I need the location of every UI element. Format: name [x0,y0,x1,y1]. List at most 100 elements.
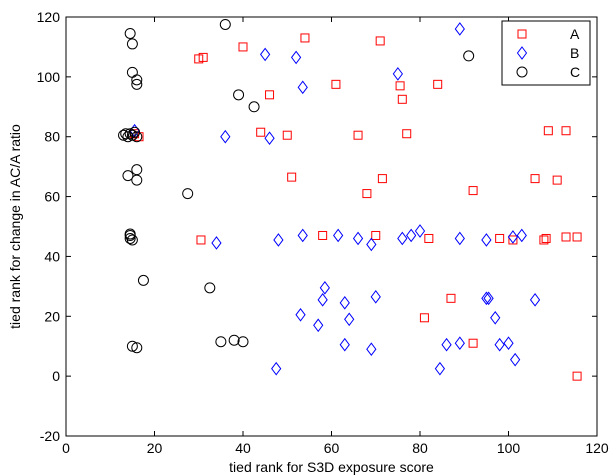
data-point-A [468,186,478,196]
data-point-A [572,371,582,381]
x-tick-label: 100 [497,440,521,456]
data-point-A [375,36,385,46]
x-tick-label: 80 [412,440,428,456]
data-point-B [295,307,306,322]
data-point-B [507,230,519,244]
data-point-B [434,361,446,376]
x-tick-label: 40 [235,440,251,456]
data-point-B [494,337,505,352]
data-point-B [529,292,541,307]
legend-marker-A [517,29,527,39]
x-tick-label: 0 [62,440,70,456]
data-point-A [543,126,553,136]
data-point-A [318,230,328,240]
legend: ABC [501,20,591,86]
data-point-A [265,90,275,100]
data-point-A [561,232,571,242]
data-point-B [441,337,452,352]
y-tick-label: 40 [44,248,60,264]
data-point-C [122,170,134,182]
data-point-C [131,174,143,186]
legend-label-A: A [570,26,580,42]
data-point-C [204,282,216,294]
data-point-B [397,231,408,246]
y-tick-label: 0 [52,368,60,384]
data-point-B [481,291,492,306]
data-point-A [572,232,582,242]
data-point-B [339,295,350,310]
y-tick-label: -20 [40,428,60,444]
data-point-A [508,235,518,245]
series-A [130,33,582,381]
data-point-A [530,174,540,184]
data-point-B [392,67,403,81]
data-point-A [468,338,478,348]
x-tick-label: 60 [324,440,340,456]
data-point-B [352,231,364,246]
data-point-B [264,131,275,146]
legend-marker-C [516,66,528,78]
data-point-B [319,281,330,295]
x-tick-label: 120 [585,440,609,456]
data-point-B [510,352,521,367]
data-point-C [237,336,249,348]
y-axis-label: tied rank for change in AC/A ratio [7,124,23,329]
data-points [118,18,582,381]
data-point-C [131,164,143,176]
data-point-B [366,342,377,357]
data-point-A [256,127,266,137]
data-point-A [541,233,551,243]
data-point-A [287,172,297,182]
data-point-B [344,312,355,327]
y-tick-label: 60 [44,189,60,205]
data-point-B [260,47,271,62]
data-point-A [362,189,372,199]
data-point-C [182,188,194,200]
data-point-B [339,337,350,352]
data-point-C [463,50,475,62]
data-point-C [228,334,240,346]
data-point-C [124,229,136,241]
data-point-A [395,81,405,91]
legend-marker-B [516,46,528,60]
data-point-A [198,52,208,62]
data-point-A [495,233,505,243]
data-point-B [211,236,222,250]
data-point-A [433,79,443,89]
data-point-C [124,232,136,244]
legend-label-B: B [570,45,579,61]
data-point-B [273,233,284,247]
data-point-B [290,50,302,65]
data-point-B [483,291,494,306]
data-point-C [215,336,227,348]
data-point-C [233,89,245,101]
data-point-B [333,228,344,243]
data-point-B [414,224,426,238]
data-point-A [353,130,363,140]
data-point-A [424,233,434,243]
data-point-A [377,174,387,184]
data-point-B [366,237,377,252]
data-point-C [131,131,143,143]
data-point-B [454,22,465,36]
data-point-A [196,235,206,245]
data-point-C [126,129,138,141]
data-point-C [120,128,132,140]
data-point-B [220,129,231,144]
data-point-B [297,80,308,95]
y-tick-label: 120 [37,9,61,25]
data-point-C [126,38,138,50]
data-point-C [131,342,143,354]
data-point-A [402,129,412,139]
data-point-C [118,129,130,141]
data-point-A [282,130,292,140]
data-point-C [126,340,138,352]
data-point-C [248,101,260,113]
x-tick-label: 20 [147,440,163,456]
data-point-C [219,18,231,30]
data-point-B [406,228,417,243]
y-tick-label: 100 [37,69,61,85]
y-tick-label: 20 [44,308,60,324]
